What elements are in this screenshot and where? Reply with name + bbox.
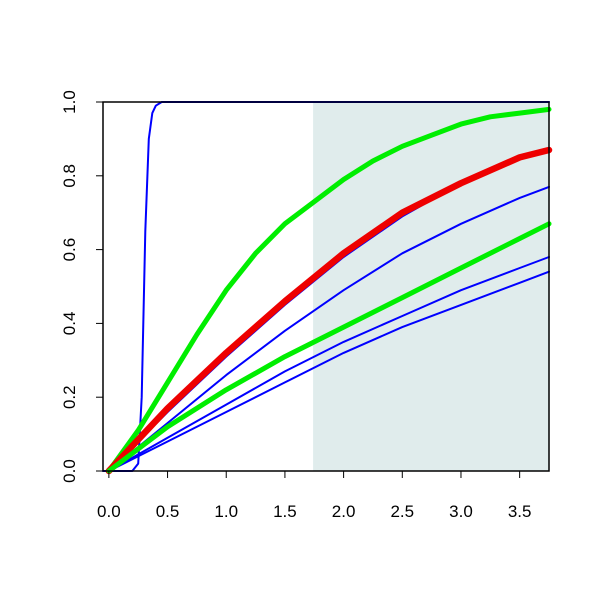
x-tick-label: 2.5 [390, 502, 414, 521]
y-tick-label: 0.2 [60, 385, 79, 409]
x-tick-label: 1.0 [214, 502, 238, 521]
x-tick-label: 3.0 [449, 502, 473, 521]
series-line-4 [107, 256, 550, 472]
x-tick-label: 0.5 [156, 502, 180, 521]
y-tick-label: 1.0 [60, 90, 79, 114]
y-tick-label: 0.6 [60, 238, 79, 262]
y-tick-label: 0.0 [60, 459, 79, 483]
x-tick-label: 1.5 [273, 502, 297, 521]
x-tick-label: 2.0 [332, 502, 356, 521]
series-line-5 [107, 270, 550, 472]
x-tick-label: 3.5 [508, 502, 532, 521]
y-axis: 0.0 0.2 0.4 0.6 0.8 1.0 [60, 90, 104, 483]
x-tick-label: 0.0 [97, 502, 121, 521]
y-tick-label: 0.4 [60, 312, 79, 336]
y-tick-label: 0.8 [60, 164, 79, 188]
series-line-7 [105, 146, 553, 475]
x-axis: 0.0 0.5 1.0 1.5 2.0 2.5 3.0 3.5 [97, 470, 532, 521]
series-line-3 [107, 185, 550, 472]
series-layer [102, 101, 553, 475]
series-line-6 [106, 106, 552, 474]
series-line-8 [106, 221, 552, 474]
